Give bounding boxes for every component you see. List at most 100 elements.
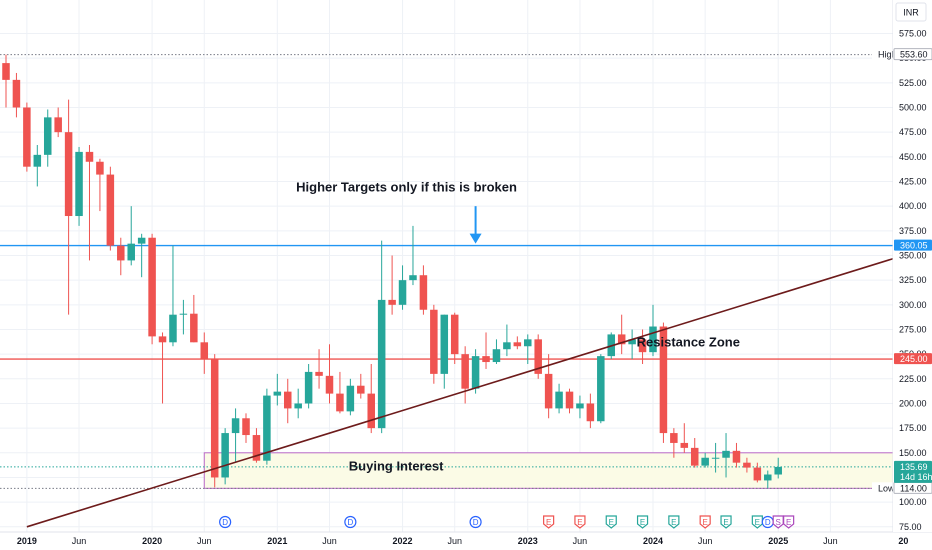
time-tick-label: Jun	[447, 536, 462, 546]
trendline-layer	[26, 254, 904, 528]
event-marker-label: E	[723, 518, 728, 527]
candle-body	[534, 339, 542, 374]
candle-body	[701, 457, 709, 466]
candle-body	[43, 117, 52, 155]
candle-body	[409, 275, 417, 281]
event-marker-e: E	[574, 515, 586, 529]
price-tick-label: 500.00	[899, 102, 927, 112]
time-tick-label: Jun	[698, 536, 713, 546]
event-marker-label: E	[546, 518, 551, 527]
candle-body	[617, 334, 626, 345]
event-marker-label: D	[765, 518, 771, 527]
earnings-icon	[605, 515, 617, 529]
low-line-tag: Low	[878, 483, 895, 493]
candle-body	[774, 466, 782, 475]
event-marker-label: E	[609, 518, 614, 527]
price-axis[interactable]: INR 75.00100.00125.00150.00175.00200.002…	[893, 0, 932, 532]
price-tick-label: 200.00	[899, 398, 927, 408]
candle-body	[524, 339, 532, 347]
buying-interest-annotation: Buying Interest	[349, 459, 444, 474]
candle-body	[304, 371, 313, 404]
event-marker-e: E	[543, 515, 555, 529]
candle-body	[75, 151, 83, 217]
candle-body	[565, 391, 574, 409]
currency-box[interactable]	[895, 2, 927, 22]
candle-body	[190, 313, 198, 343]
event-marker-d: D	[469, 515, 482, 529]
high-line-tag-bg	[872, 48, 893, 60]
candles	[2, 54, 782, 489]
candle-body	[680, 442, 689, 448]
candle-body	[96, 161, 104, 175]
event-marker-e: E	[720, 515, 732, 529]
event-marker-d: D	[344, 515, 357, 529]
resistance-line-360-value: 360.05	[900, 241, 928, 251]
time-tick-label: 2023	[518, 536, 538, 546]
price-tick-label: 175.00	[899, 423, 927, 433]
candle-body	[367, 393, 375, 429]
time-tick-label: 2019	[17, 536, 37, 546]
candle-body	[398, 280, 407, 305]
candle-body	[33, 154, 42, 167]
dividend-icon	[469, 515, 482, 529]
price-tick-label: 150.00	[899, 448, 927, 458]
event-marker-e: E	[699, 515, 711, 529]
candle-body	[54, 117, 62, 133]
earnings-icon	[668, 515, 680, 529]
candle-body	[221, 433, 229, 478]
annotations: Higher Targets only if this is broken Res…	[296, 179, 740, 473]
support-trendline	[26, 254, 904, 528]
event-marker-label: E	[640, 518, 645, 527]
candle-body	[597, 356, 605, 422]
event-marker-label: E	[671, 518, 676, 527]
time-tick-label: 2020	[142, 536, 162, 546]
price-tick-label: 450.00	[899, 152, 927, 162]
price-tick-label: 575.00	[899, 29, 927, 39]
candle-body	[200, 342, 209, 360]
candle-body	[576, 403, 584, 409]
candle-body	[273, 391, 282, 396]
price-tick-label: 350.00	[899, 250, 927, 260]
event-marker-s: S	[772, 515, 784, 529]
event-marker-label: D	[347, 518, 353, 527]
event-marker-label: D	[222, 518, 228, 527]
candle-body	[743, 462, 751, 468]
candle-body	[690, 447, 699, 466]
earnings-icon	[772, 515, 784, 529]
time-axis[interactable]: 2019 Jun 2020 Jun 2021 Jun 2022 Jun 2023 Jun 2024 J…	[17, 536, 909, 546]
candle-body	[158, 336, 167, 343]
earnings-icon	[720, 515, 732, 529]
event-marker-label: E	[577, 518, 582, 527]
candle-body	[346, 385, 355, 412]
resistance-line-245-value: 245.00	[900, 354, 928, 364]
higher-targets-annotation: Higher Targets only if this is broken	[296, 179, 517, 194]
event-marker-d: D	[761, 515, 774, 529]
event-marker-label: E	[755, 518, 760, 527]
price-tick-label: 100.00	[899, 497, 927, 507]
time-tick-label: 2021	[267, 536, 287, 546]
candle-body	[137, 237, 146, 244]
candle-body	[12, 79, 21, 108]
candle-body	[753, 467, 762, 481]
candle-body	[357, 385, 365, 394]
earnings-icon	[543, 515, 555, 529]
candle-body	[85, 151, 94, 162]
zone-layer	[203, 452, 894, 489]
candle-body	[722, 450, 730, 458]
price-tick-label: 425.00	[899, 176, 927, 186]
candle-body	[231, 418, 240, 434]
candle-body	[461, 354, 469, 389]
event-marker-label: D	[473, 518, 479, 527]
dividend-icon	[219, 515, 232, 529]
event-marker-e: E	[636, 515, 649, 529]
resistance-line-245-tag-box	[894, 353, 932, 365]
time-tick-label: 20	[898, 536, 908, 546]
candle-body	[294, 403, 302, 409]
candle-body	[513, 342, 522, 347]
earnings-icon	[574, 515, 586, 529]
candle-body	[64, 132, 73, 217]
high-line-tag-box	[893, 48, 932, 61]
candle-body	[210, 359, 219, 478]
